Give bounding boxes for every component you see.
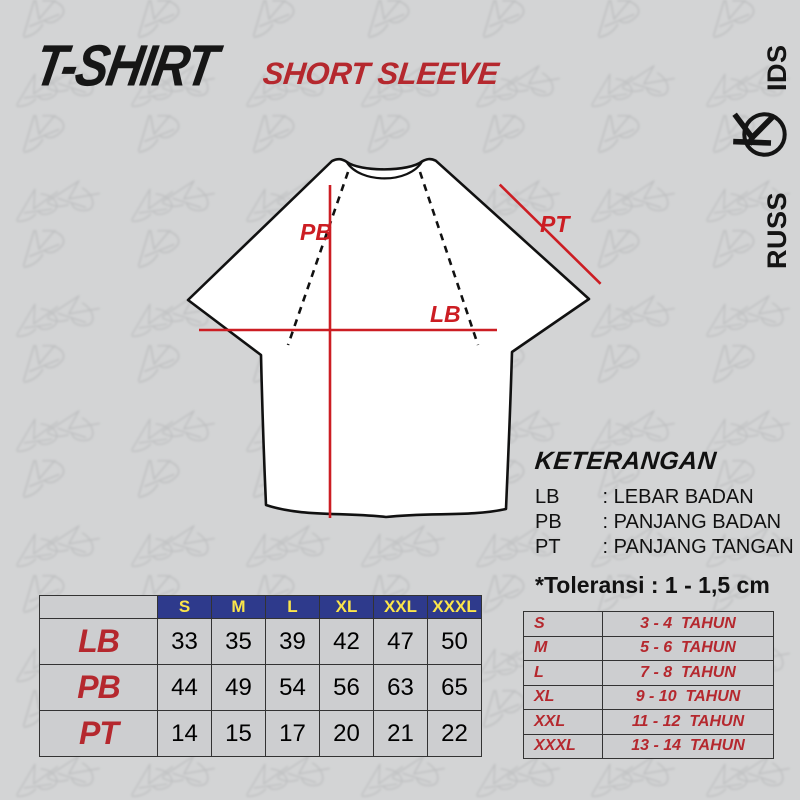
svg-text:PB: PB [300,219,332,245]
svg-text:PT: PT [540,211,571,237]
svg-text:LB: LB [430,301,461,327]
